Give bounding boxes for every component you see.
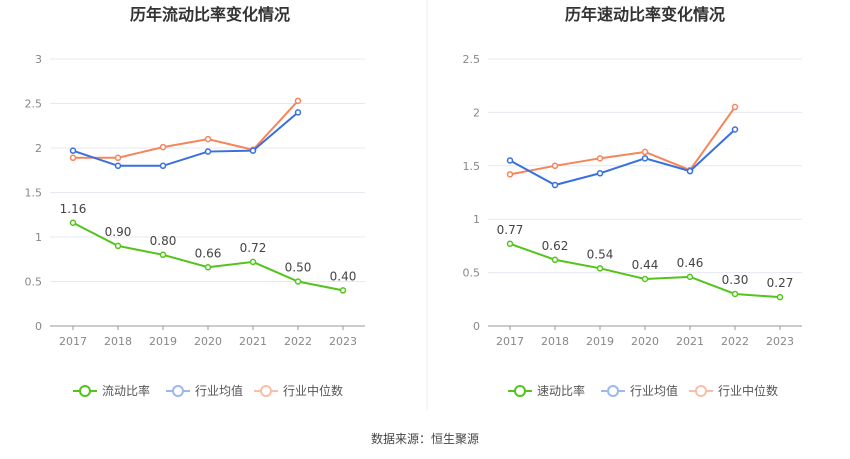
y-tick-label: 2.5 [463, 53, 481, 66]
x-tick-label: 2017 [496, 335, 524, 348]
y-tick-label: 1 [35, 231, 42, 244]
data-point [249, 147, 257, 154]
y-tick-label: 0.5 [463, 267, 481, 280]
data-label: 0.90 [105, 225, 132, 239]
data-point [159, 251, 167, 259]
data-point [551, 181, 559, 189]
data-point [686, 273, 694, 281]
data-point [641, 148, 649, 156]
data-point [551, 256, 559, 264]
data-label: 0.77 [497, 223, 524, 237]
data-point [551, 162, 559, 170]
data-point [159, 143, 167, 151]
y-tick-label: 2 [35, 142, 42, 155]
data-label: 0.30 [722, 273, 749, 287]
x-tick-label: 2022 [284, 335, 312, 348]
series-line [509, 106, 736, 176]
legend-marker [607, 385, 619, 397]
data-label: 0.62 [542, 239, 569, 253]
data-label: 0.27 [767, 276, 794, 290]
data-point [114, 162, 122, 170]
x-tick-label: 2019 [149, 335, 177, 348]
data-point [294, 109, 302, 116]
data-label: 0.40 [330, 269, 357, 283]
data-point [506, 240, 514, 248]
x-tick-label: 2017 [59, 335, 87, 348]
data-point [204, 135, 212, 143]
data-point [731, 126, 739, 133]
x-tick-label: 2023 [329, 335, 357, 348]
data-point [204, 148, 212, 155]
data-point [506, 157, 514, 164]
y-tick-label: 1.5 [463, 160, 481, 173]
y-tick-label: 0 [473, 320, 480, 333]
data-point [69, 147, 77, 154]
y-tick-label: 2 [473, 106, 480, 119]
x-tick-label: 2020 [631, 335, 659, 348]
legend-label: 速动比率 [537, 383, 585, 398]
legend-marker [695, 385, 707, 397]
data-point [596, 170, 604, 177]
x-tick-label: 2021 [239, 335, 267, 348]
legend-marker [172, 385, 184, 397]
legend-label: 行业中位数 [283, 383, 343, 398]
x-tick-label: 2018 [541, 335, 569, 348]
x-tick-label: 2019 [586, 335, 614, 348]
x-tick-label: 2021 [676, 335, 704, 348]
x-tick-label: 2023 [766, 335, 794, 348]
data-point [641, 275, 649, 283]
chart-title: 历年流动比率变化情况 [130, 5, 290, 24]
data-label: 0.46 [677, 256, 704, 270]
data-point [731, 103, 739, 111]
series-line [73, 100, 299, 159]
y-tick-label: 3 [35, 53, 42, 66]
chart-title: 历年速动比率变化情况 [565, 5, 725, 24]
x-tick-label: 2018 [104, 335, 132, 348]
legend-label: 行业均值 [195, 383, 243, 398]
data-point [596, 265, 604, 272]
data-label: 0.50 [285, 261, 312, 275]
data-label: 1.16 [60, 202, 87, 216]
y-tick-label: 0 [35, 320, 42, 333]
data-point [731, 290, 739, 298]
data-label: 0.66 [195, 246, 222, 260]
y-tick-label: 2.5 [25, 98, 43, 111]
data-point [114, 154, 122, 162]
data-point [641, 155, 649, 162]
x-tick-label: 2020 [194, 335, 222, 348]
legend-label: 行业均值 [630, 383, 678, 398]
y-tick-label: 1 [473, 213, 480, 226]
data-label: 0.80 [150, 234, 177, 248]
x-tick-label: 2022 [721, 335, 749, 348]
data-point [204, 264, 212, 271]
y-tick-label: 1.5 [25, 187, 43, 200]
series-line [509, 128, 736, 187]
data-point [114, 242, 122, 250]
data-label: 0.54 [587, 247, 614, 261]
data-point [69, 154, 77, 162]
data-point [294, 97, 302, 105]
data-point [506, 171, 514, 178]
data-point [339, 287, 347, 294]
data-point [686, 167, 694, 175]
data-point [776, 293, 784, 301]
source-text: 数据来源：恒生聚源 [371, 431, 479, 446]
legend-label: 行业中位数 [718, 383, 778, 398]
data-point [596, 155, 604, 162]
legend-marker [79, 385, 91, 397]
data-point [159, 162, 167, 170]
legend-marker [260, 385, 272, 397]
legend-label: 流动比率 [102, 383, 150, 398]
series-line [72, 111, 299, 167]
data-point [294, 278, 302, 285]
legend-marker [514, 385, 526, 397]
data-point [69, 219, 77, 227]
data-label: 0.44 [632, 258, 659, 272]
y-tick-label: 0.5 [25, 276, 43, 289]
data-label: 0.72 [240, 241, 267, 255]
data-point [249, 258, 257, 266]
